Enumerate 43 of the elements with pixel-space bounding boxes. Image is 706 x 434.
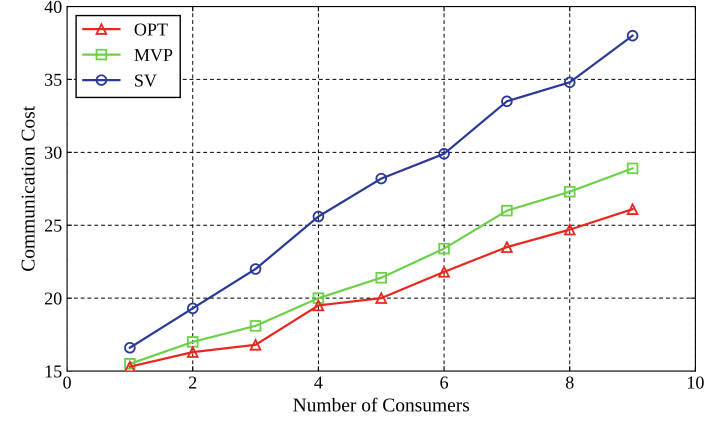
point — [186, 302, 199, 314]
point — [626, 203, 638, 215]
point — [250, 339, 262, 351]
point — [375, 172, 388, 184]
point — [438, 148, 450, 160]
y-tick-label: 25 — [44, 220, 62, 232]
y-tick-label: 15 — [46, 365, 62, 378]
x-tick-label: 6 — [440, 376, 448, 389]
point — [626, 30, 638, 42]
legend-label: MVP — [134, 49, 172, 62]
point — [501, 96, 513, 108]
point — [564, 224, 576, 236]
y-tick-label: 40 — [44, 0, 62, 13]
point — [124, 360, 136, 372]
point — [312, 210, 324, 222]
point — [438, 266, 450, 278]
point — [626, 162, 638, 174]
y-tick-label: 20 — [44, 292, 62, 305]
x-tick-label: 10 — [688, 376, 704, 389]
y-tick-label: 30 — [45, 146, 62, 159]
x-tick-label: 2 — [189, 376, 196, 388]
legend-label: SV — [135, 74, 157, 87]
point — [250, 263, 262, 275]
point — [438, 242, 450, 254]
point — [375, 272, 388, 284]
x-tick-label: 0 — [63, 376, 71, 389]
point — [564, 76, 576, 88]
point — [250, 320, 262, 332]
point — [501, 204, 513, 216]
point — [501, 241, 513, 253]
x-tick-label: 8 — [566, 376, 574, 389]
legend-label: OPT — [134, 23, 168, 36]
point — [312, 292, 324, 304]
point — [124, 342, 136, 354]
y-axis-title: Communication Cost — [22, 106, 35, 271]
y-tick-label: 35 — [45, 74, 62, 86]
point — [312, 300, 324, 312]
point — [186, 346, 199, 358]
x-tick-label: 4 — [314, 376, 323, 388]
point — [186, 336, 199, 348]
point — [564, 186, 576, 198]
x-axis-title: Number of Consumers — [293, 398, 470, 412]
point — [375, 292, 388, 304]
